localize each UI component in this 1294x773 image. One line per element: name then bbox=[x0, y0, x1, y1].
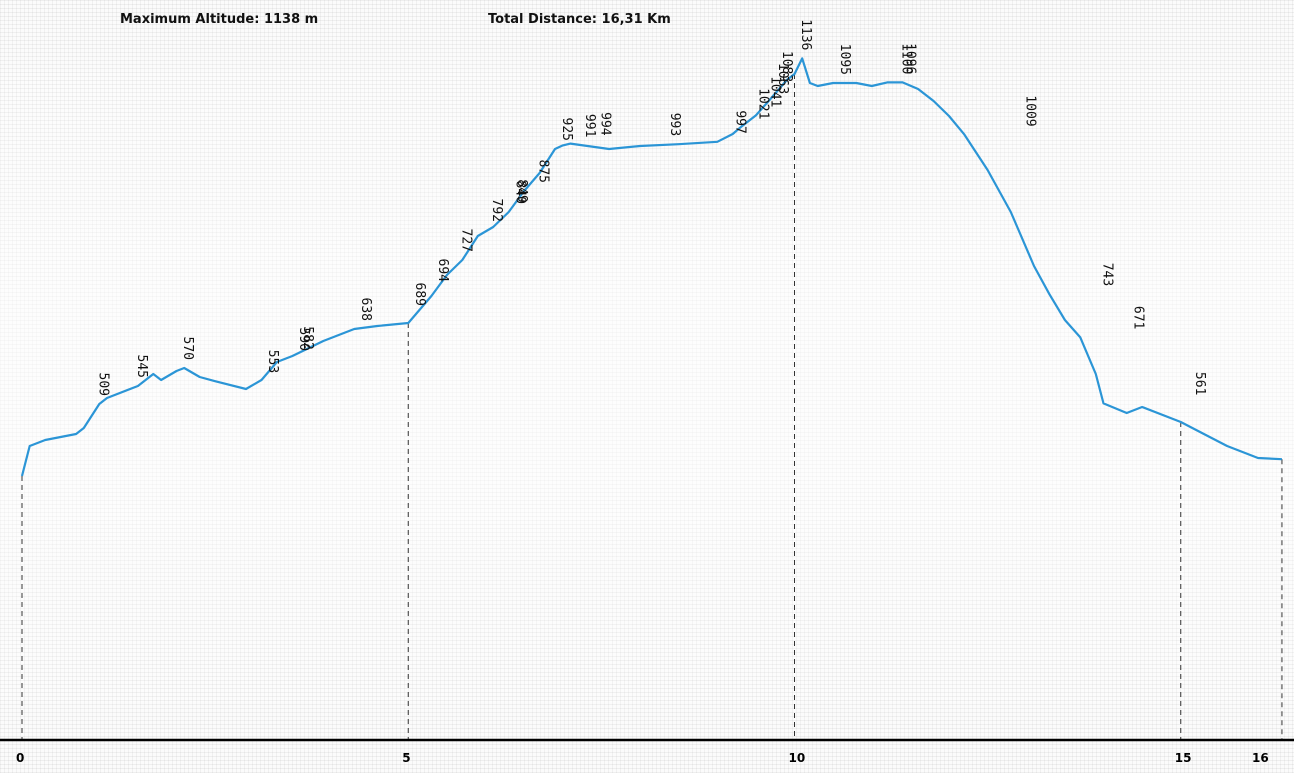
elevation-label: 875 bbox=[536, 160, 551, 183]
elevation-label: 582 bbox=[300, 326, 315, 349]
elevation-label: 689 bbox=[412, 283, 427, 306]
max-altitude-value: 1138 m bbox=[263, 12, 319, 27]
elevation-label: 991 bbox=[582, 114, 597, 137]
x-tick-label: 5 bbox=[402, 751, 410, 765]
max-altitude-stat: Maximum Altitude: 1138 m bbox=[120, 12, 318, 27]
elevation-label: 638 bbox=[358, 298, 373, 321]
elevation-label: 1063 bbox=[775, 63, 790, 94]
total-distance-stat: Total Distance: 16,31 Km bbox=[488, 12, 671, 27]
x-tick-label: 16 bbox=[1252, 751, 1269, 765]
elevation-label: 590 bbox=[296, 328, 311, 351]
elevation-line bbox=[20, 57, 1282, 477]
elevation-label: 792 bbox=[489, 199, 504, 222]
elevation-label: 694 bbox=[435, 259, 450, 283]
elevation-label: 1041 bbox=[767, 76, 782, 107]
elevation-label: 1083 bbox=[779, 51, 794, 82]
elevation-label: 1009 bbox=[1022, 95, 1037, 126]
elevation-label: 993 bbox=[667, 113, 682, 136]
elevation-label: 1021 bbox=[756, 88, 771, 119]
elevation-label: 1136 bbox=[798, 19, 813, 50]
x-tick-label: 10 bbox=[789, 751, 806, 765]
elevation-label: 849 bbox=[514, 179, 529, 202]
elevation-label: 561 bbox=[1192, 372, 1207, 395]
total-distance-label: Total Distance: bbox=[488, 12, 597, 27]
elevation-label: 553 bbox=[265, 350, 280, 373]
elevation-label: 840 bbox=[512, 181, 527, 204]
elevation-label: 509 bbox=[95, 373, 110, 396]
elevation-label: 1095 bbox=[837, 44, 852, 75]
elevation-label: 997 bbox=[733, 110, 748, 133]
elevation-label: 727 bbox=[458, 229, 473, 252]
elevation-label: 671 bbox=[1130, 306, 1145, 329]
elevation-label: 743 bbox=[1100, 263, 1115, 286]
x-tick-label: 0 bbox=[16, 751, 24, 765]
total-distance-value: 16,31 Km bbox=[601, 12, 671, 27]
elevation-label: 925 bbox=[559, 118, 574, 141]
elevation-label: 994 bbox=[597, 112, 612, 136]
elevation-label: 1100 bbox=[899, 43, 914, 74]
elevation-label: 570 bbox=[180, 337, 195, 360]
elevation-label: 545 bbox=[134, 355, 149, 378]
elevation-label: 1096 bbox=[903, 43, 918, 74]
max-altitude-label: Maximum Altitude: bbox=[120, 12, 260, 27]
x-tick-label: 15 bbox=[1175, 751, 1192, 765]
